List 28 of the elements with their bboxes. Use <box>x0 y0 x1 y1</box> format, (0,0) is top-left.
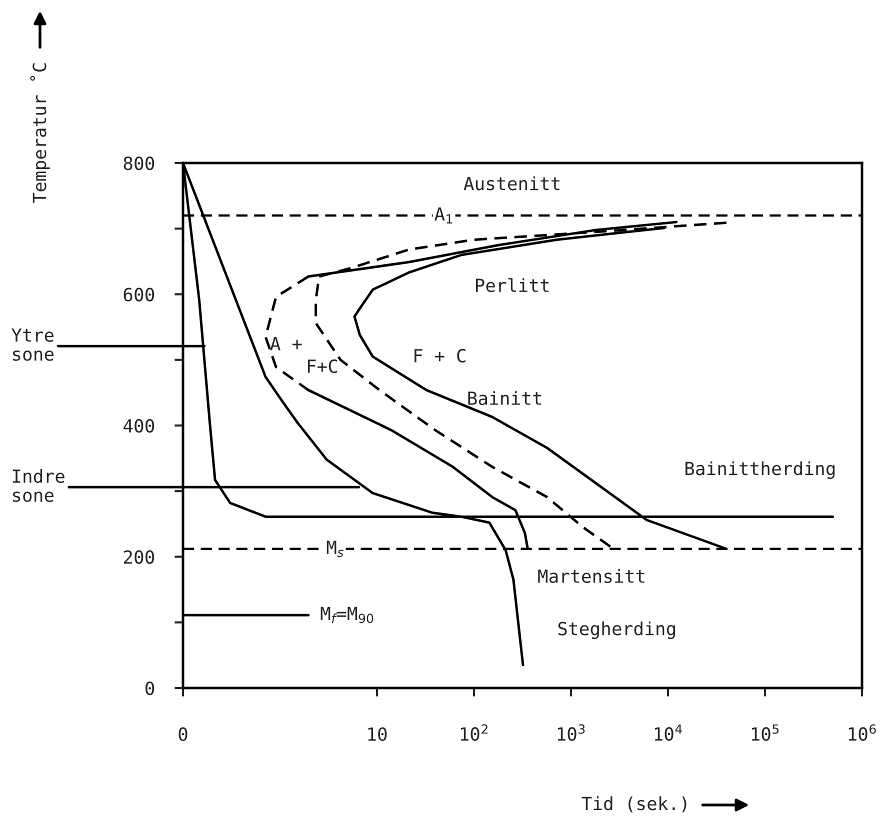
x-tick-label: 0 <box>178 727 188 741</box>
x-tick-label: 10$^{4}$ <box>654 724 682 741</box>
annotation: F + C <box>414 348 466 363</box>
y-tick-label: 0 <box>146 682 154 696</box>
annotation: Stegherding <box>558 621 675 640</box>
annotation: Perlitt <box>476 278 549 292</box>
x-tick-label: 10 <box>368 727 387 741</box>
annotation: Austenitt <box>464 176 560 190</box>
y-tick-label: 200 <box>124 550 154 564</box>
x-tick-label: 10$^{2}$ <box>460 724 488 741</box>
x-tick-label: 10$^{6}$ <box>848 724 876 741</box>
y-axis-title: Temperatur ˚C <box>30 63 50 203</box>
annotation: M$_{s}$ <box>326 540 344 558</box>
annotation: Bainittherding <box>686 461 835 479</box>
annotation: A + <box>270 337 302 350</box>
x-tick-label: 10$^{3}$ <box>558 724 585 741</box>
y-tick-label: 400 <box>124 419 154 433</box>
annotation: M$_{f}$=M$_{90}$ <box>320 606 374 624</box>
annotation: Bainitt <box>468 391 542 406</box>
y-tick-label: 800 <box>124 156 154 170</box>
annotation: Martensitt <box>538 569 644 584</box>
annotation: F+C <box>308 359 338 374</box>
x-axis-title: Tid (sek.) <box>582 796 686 812</box>
y-tick-label: 600 <box>124 288 154 302</box>
annotation: A$_{1}$ <box>434 207 452 224</box>
annotation: Indre sone <box>12 469 64 502</box>
x-tick-label: 10$^{5}$ <box>752 724 779 741</box>
annotation: Ytre sone <box>11 328 54 361</box>
